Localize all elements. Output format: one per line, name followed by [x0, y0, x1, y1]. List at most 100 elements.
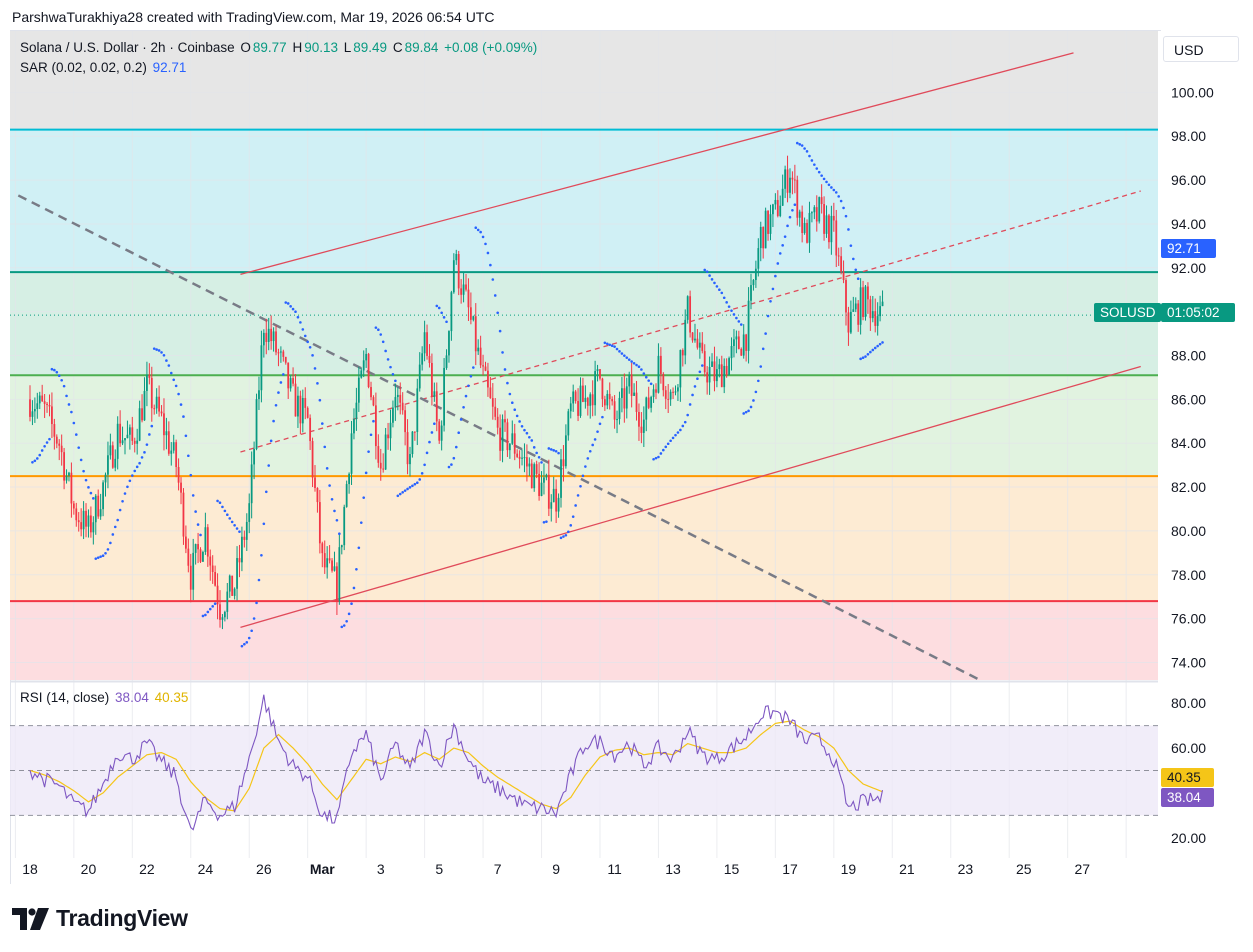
candle-body [38, 395, 41, 404]
candle-body [374, 405, 377, 447]
currency-button[interactable]: USD [1163, 36, 1239, 62]
sar-dot [878, 342, 882, 346]
candle-body [409, 454, 411, 465]
candle-body [642, 419, 645, 433]
sar-dot [148, 433, 151, 436]
sar-dot [340, 625, 344, 629]
sar-dot [33, 459, 37, 463]
candle-body [348, 473, 350, 485]
close-value: 89.84 [404, 40, 439, 55]
sar-dot [632, 362, 636, 365]
candle-body [211, 565, 214, 572]
candle-body [767, 210, 769, 234]
sar-dot [282, 373, 285, 376]
candle-body [216, 585, 219, 605]
candle-body [479, 347, 482, 366]
sar-dot [277, 391, 280, 394]
candle-body [630, 374, 633, 396]
sar-dot [791, 208, 794, 212]
sar-dot [391, 372, 395, 376]
sar-dot [411, 484, 414, 488]
candle-body [192, 552, 195, 590]
sar-dot [513, 408, 517, 412]
sar-dot [143, 451, 146, 454]
candle-body [94, 495, 97, 523]
rsi-price-tag: 38.04 [1161, 788, 1214, 807]
candle-body [99, 509, 102, 517]
candle-body [75, 508, 78, 521]
time-axis: 18 20 22 24 26 Mar 3 5 7 9 11 13 15 17 19 21 23 25 27 [22, 861, 1090, 877]
sar-dot [437, 306, 441, 310]
sar-dot [754, 390, 758, 394]
sar-dot [557, 451, 560, 455]
sar-dot [588, 449, 592, 453]
sar-dot [781, 244, 784, 247]
candle-body [852, 309, 855, 312]
candle-body [167, 431, 170, 454]
sar-dot [160, 351, 163, 354]
candle-body [613, 401, 616, 420]
sar-dot [135, 465, 139, 469]
sar-dot [191, 494, 195, 497]
sar-dot [357, 546, 361, 550]
zone-0 [10, 129, 1158, 273]
sar-dot [703, 268, 707, 272]
candle-body [640, 426, 643, 433]
sar-dot [65, 394, 68, 398]
candle-body [87, 515, 90, 527]
candle-body [404, 410, 407, 433]
sar-dot [274, 403, 278, 407]
candle-body [343, 506, 346, 546]
candle-body [832, 215, 835, 221]
trend-line-0 [240, 52, 1074, 276]
sar-dot [218, 501, 222, 505]
candle-body [530, 463, 533, 489]
candle-body [433, 391, 436, 397]
sar-dot [433, 422, 436, 426]
candle-body [336, 566, 338, 601]
candle-body [226, 591, 229, 612]
sar-dot [211, 605, 214, 608]
candle-body [674, 391, 677, 393]
candle-body [716, 369, 718, 382]
candle-body [289, 378, 292, 389]
candle-body [85, 510, 87, 527]
candle-body [214, 571, 217, 586]
sar-dot [467, 384, 470, 388]
sar-dot [72, 421, 76, 425]
candle-body [523, 457, 526, 459]
sar-dot [196, 523, 200, 526]
sar-dot [479, 230, 482, 234]
sar-dot [89, 491, 93, 495]
sar-dot [452, 456, 456, 460]
candle-body [569, 403, 572, 412]
sar-dot [57, 374, 61, 378]
sar-dot [425, 451, 429, 455]
candle-body [202, 551, 204, 562]
tradingview-logo[interactable]: TradingView [12, 905, 188, 932]
sar-dot [837, 195, 840, 198]
candle-body [608, 393, 611, 400]
price-axis-label: 88.00 [1171, 348, 1206, 364]
time-axis-label: 3 [377, 861, 385, 877]
candle-body [518, 456, 521, 459]
candle-body [102, 482, 104, 510]
candle-body [377, 446, 380, 463]
candle-body [806, 222, 808, 243]
sar-dot [50, 367, 54, 371]
candle-body [874, 311, 877, 326]
sar-dot [194, 510, 197, 513]
candle-body [262, 332, 265, 346]
sar-dot [581, 474, 585, 478]
candle-body [333, 566, 336, 571]
candle-body [720, 364, 723, 388]
sar-dot [605, 342, 609, 346]
rsi-axis-label: 20.00 [1171, 830, 1206, 846]
sar-dot [45, 441, 49, 444]
sar-dot [547, 447, 551, 450]
candle-body [258, 390, 260, 400]
sar-dot [523, 428, 526, 432]
sar-dot [510, 401, 514, 405]
candle-body [297, 395, 299, 417]
